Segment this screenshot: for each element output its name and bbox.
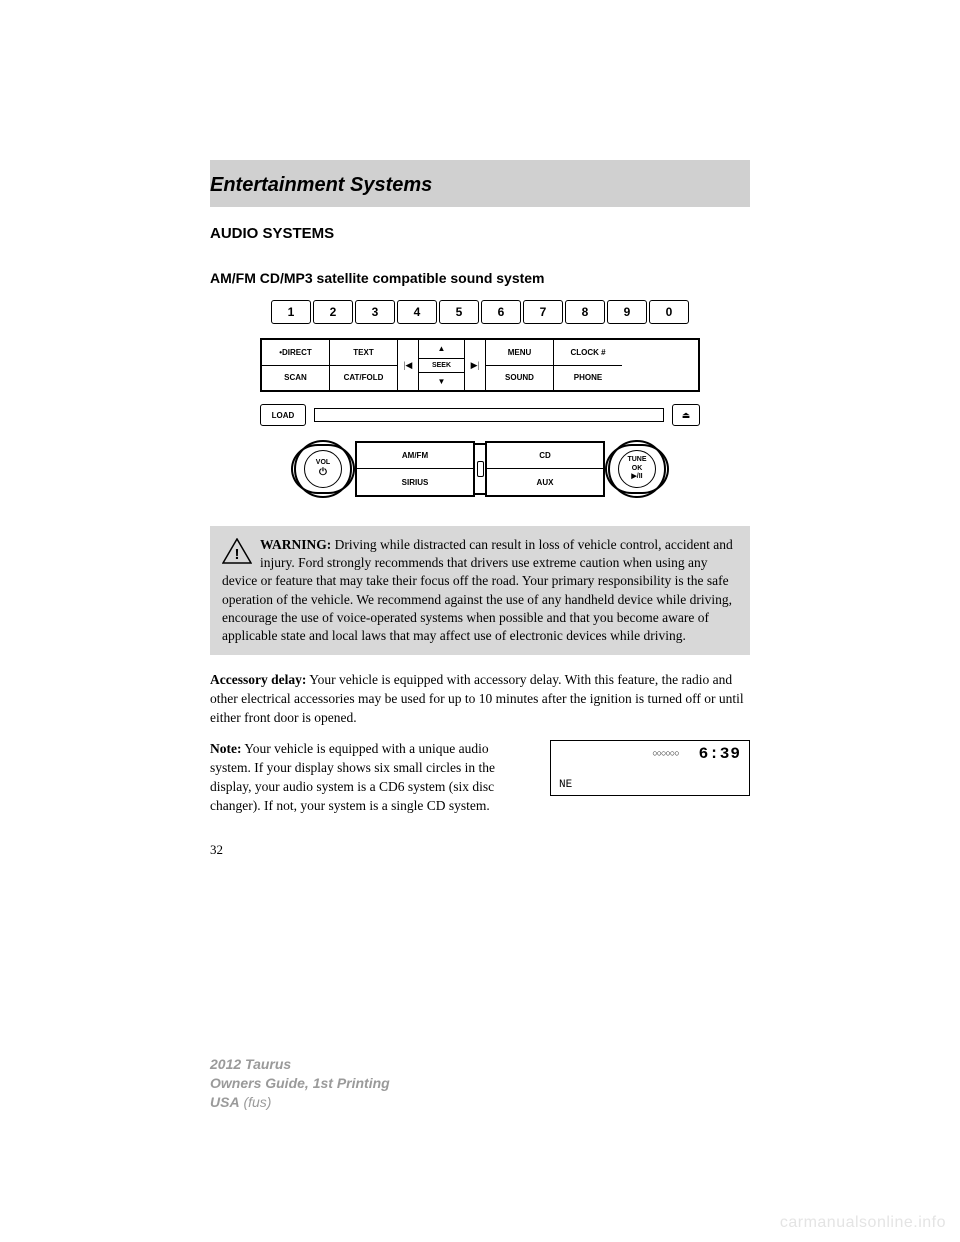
preset-button: 4 xyxy=(397,300,437,324)
footer-region: USA xyxy=(210,1094,240,1110)
volume-knob: VOL ⏻ xyxy=(294,440,352,498)
chapter-header: Entertainment Systems xyxy=(210,160,750,207)
lcd-disc-indicators: ○○○○○○ xyxy=(652,749,678,759)
warning-box: ! WARNING: Driving while distracted can … xyxy=(210,526,750,655)
sirius-button: SIRIUS xyxy=(357,469,473,495)
radio-diagram: 1 2 3 4 5 6 7 8 9 0 •DIRECT SCAN TEXT CA… xyxy=(260,300,700,498)
source-grid-left: AM/FM SIRIUS xyxy=(355,441,475,497)
preset-button: 6 xyxy=(481,300,521,324)
preset-button: 7 xyxy=(523,300,563,324)
load-row: LOAD ⏏ xyxy=(260,404,700,426)
knob-row: VOL ⏻ AM/FM SIRIUS CD AUX TUNE OK ▶/II xyxy=(260,440,700,498)
note-row: Note: Your vehicle is equipped with a un… xyxy=(210,740,750,816)
seek-label: SEEK xyxy=(419,359,464,373)
tune-knob: TUNE OK ▶/II xyxy=(608,440,666,498)
clock-button: CLOCK # xyxy=(554,340,622,366)
cd-slot xyxy=(314,408,664,422)
scan-button: SCAN xyxy=(262,366,329,391)
lcd-display: ○○○○○○ 6:39 NE xyxy=(550,740,750,796)
preset-button: 8 xyxy=(565,300,605,324)
footer-guide: Owners Guide, 1st Printing xyxy=(210,1074,390,1093)
preset-button: 0 xyxy=(649,300,689,324)
catfold-button: CAT/FOLD xyxy=(330,366,397,391)
power-icon: ⏻ xyxy=(319,467,327,479)
aux-button: AUX xyxy=(487,469,603,495)
section-heading-1: AUDIO SYSTEMS xyxy=(210,225,750,242)
menu-button: MENU xyxy=(486,340,553,366)
text-button: TEXT xyxy=(330,340,397,366)
ok-label: OK xyxy=(632,465,643,473)
vol-label: VOL xyxy=(316,459,330,467)
warning-text: Driving while distracted can result in l… xyxy=(222,537,733,643)
preset-button: 5 xyxy=(439,300,479,324)
warning-icon: ! xyxy=(222,538,252,564)
preset-button: 2 xyxy=(313,300,353,324)
svg-text:!: ! xyxy=(235,546,240,563)
lcd-clock: 6:39 xyxy=(699,745,741,763)
seek-prev-icon: |◀ xyxy=(398,340,418,390)
chapter-title: Entertainment Systems xyxy=(210,174,732,197)
note-lead: Note: xyxy=(210,741,241,756)
page-number: 32 xyxy=(210,842,750,858)
eject-icon: ⏏ xyxy=(682,410,691,421)
footer-model: 2012 Taurus xyxy=(210,1055,390,1074)
source-divider xyxy=(475,443,485,495)
seek-next-icon: ▶| xyxy=(465,340,485,390)
playpause-icon: ▶/II xyxy=(631,473,642,481)
section-heading-2: AM/FM CD/MP3 satellite compatible sound … xyxy=(210,270,750,286)
source-grid-right: CD AUX xyxy=(485,441,605,497)
accessory-paragraph: Accessory delay: Your vehicle is equippe… xyxy=(210,671,750,728)
phone-button: PHONE xyxy=(554,366,622,391)
preset-button: 1 xyxy=(271,300,311,324)
warning-lead: WARNING: xyxy=(260,537,331,552)
control-row: •DIRECT SCAN TEXT CAT/FOLD |◀ ▲ SEEK ▼ ▶… xyxy=(260,338,700,392)
preset-button: 9 xyxy=(607,300,647,324)
load-button: LOAD xyxy=(260,404,306,426)
preset-row: 1 2 3 4 5 6 7 8 9 0 xyxy=(260,300,700,324)
accessory-lead: Accessory delay: xyxy=(210,672,306,687)
footer-suffix: (fus) xyxy=(240,1094,272,1110)
note-text: Your vehicle is equipped with a unique a… xyxy=(210,741,495,813)
note-paragraph: Note: Your vehicle is equipped with a un… xyxy=(210,740,532,816)
direct-button: •DIRECT xyxy=(262,340,329,366)
footer: 2012 Taurus Owners Guide, 1st Printing U… xyxy=(210,1055,390,1112)
tune-label: TUNE xyxy=(627,456,646,464)
sound-button: SOUND xyxy=(486,366,553,391)
eject-button: ⏏ xyxy=(672,404,700,426)
seek-up-icon: ▲ xyxy=(419,340,464,359)
lcd-compass: NE xyxy=(559,779,741,791)
cd-button: CD xyxy=(487,443,603,469)
seek-control: |◀ ▲ SEEK ▼ ▶| xyxy=(398,340,486,390)
watermark: carmanualsonline.info xyxy=(780,1214,946,1232)
seek-down-icon: ▼ xyxy=(419,373,464,391)
amfm-button: AM/FM xyxy=(357,443,473,469)
preset-button: 3 xyxy=(355,300,395,324)
